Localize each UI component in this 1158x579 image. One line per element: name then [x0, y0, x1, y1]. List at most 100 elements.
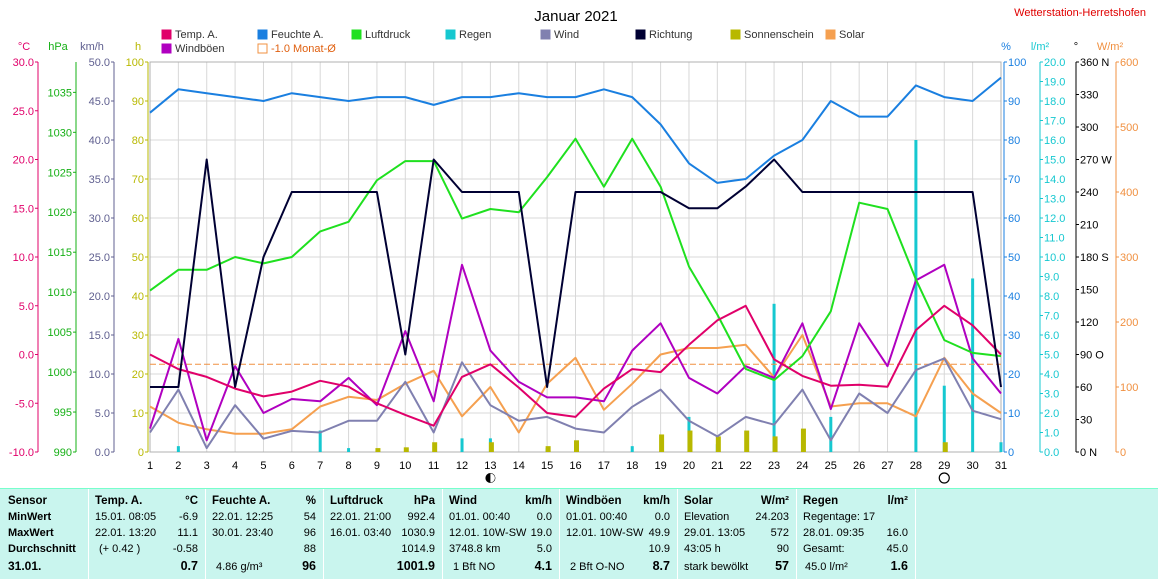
rain-month: 45.0 l/m²: [805, 561, 848, 573]
pressure-tick-label-4: 1015: [48, 247, 72, 259]
rain-bar-29: [942, 385, 946, 452]
temp-tick-label-6: 0.0: [19, 350, 34, 362]
x-tick-label-12: 12: [456, 460, 468, 472]
legend-swatch-0: [161, 29, 172, 40]
sunshine-bar-20: [687, 430, 693, 452]
pressure-avg: 1014.9: [401, 543, 435, 555]
rain-bar-31: [999, 442, 1003, 452]
rain-bar-2: [176, 446, 180, 452]
x-tick-label-7: 7: [317, 460, 323, 472]
x-tick-label-25: 25: [825, 460, 837, 472]
rain-tick-label-10: 10.0: [1044, 252, 1065, 264]
wind-unit: km/h: [525, 495, 552, 507]
x-tick-label-10: 10: [399, 460, 411, 472]
wind-tick-label-6: 20.0: [89, 291, 110, 303]
rain-bar-12: [460, 438, 464, 452]
x-tick-label-4: 4: [232, 460, 238, 472]
temp-max-time: 22.01. 13:20: [95, 527, 157, 539]
wind-tick-label-4: 30.0: [89, 213, 110, 225]
gust-min: 0.0: [654, 511, 670, 523]
x-tick-label-26: 26: [853, 460, 865, 472]
humidity-tick-label-8: 20: [1008, 369, 1020, 381]
legend-swatch-5: [635, 29, 646, 40]
rain-tick-label-12: 8.0: [1044, 291, 1059, 303]
wind-tick-label-8: 10.0: [89, 369, 110, 381]
rain-tick-label-20: 0.0: [1044, 447, 1059, 459]
sun-tick-label-3: 70: [132, 174, 144, 186]
solar-tick-label-2: 400: [1120, 187, 1138, 199]
x-tick-label-20: 20: [683, 460, 695, 472]
weather-chart: Wetterstation-Herretshofen Januar 2021 T…: [8, 7, 1146, 484]
humidity-current: 96: [302, 559, 316, 573]
sunshine-bar-10: [403, 447, 409, 452]
gust-avg: 10.9: [648, 543, 670, 555]
wind-max-time: 12.01. 10W-SW: [449, 527, 527, 539]
legend-swatch-7: [825, 29, 836, 40]
rain-tick-label-11: 9.0: [1044, 272, 1059, 284]
legend-label-2: Luftdruck: [365, 29, 411, 41]
legend-swatch-8: [161, 43, 172, 54]
rain-unit: l/m²: [887, 495, 908, 507]
pressure-tick-label-1: 1030: [48, 127, 72, 139]
sun-tick-label-0: 100: [126, 57, 144, 69]
temp-tick-label-2: 20.0: [13, 155, 34, 167]
x-tick-label-31: 31: [995, 460, 1007, 472]
wind-current: 4.1: [534, 559, 552, 573]
direction-tick-label-10: 60: [1080, 382, 1092, 394]
direction-tick-label-0: 360 N: [1080, 57, 1109, 69]
direction-tick-label-6: 180 S: [1080, 252, 1109, 264]
temp-min: -6.9: [179, 511, 198, 523]
x-tick-label-23: 23: [768, 460, 780, 472]
x-tick-label-18: 18: [626, 460, 638, 472]
summary-footer: Sensor MinWert MaxWert Durchschnitt 31.0…: [0, 488, 1158, 579]
x-tick-label-17: 17: [598, 460, 610, 472]
series-lines: [149, 76, 1002, 450]
rain-bar-8: [347, 448, 351, 452]
solar-sky: stark bewölkt: [684, 561, 749, 573]
gust-min-time: 01.01. 00:40: [566, 511, 628, 523]
rain-max-time: 28.01. 09:35: [803, 527, 865, 539]
humidity-tick-label-4: 60: [1008, 213, 1020, 225]
wind-bft: 1 Bft NO: [453, 561, 496, 573]
series-line-feuchte-a-: [149, 76, 1002, 184]
wind-tick-label-9: 5.0: [95, 408, 110, 420]
x-tick-label-6: 6: [289, 460, 295, 472]
pressure-tick-label-0: 1035: [48, 87, 72, 99]
rain-tick-label-5: 15.0: [1044, 155, 1065, 167]
rain-tick-label-15: 5.0: [1044, 350, 1059, 362]
pressure-tick-label-5: 1010: [48, 287, 72, 299]
solar-elev: 24.203: [755, 511, 789, 523]
temp-min-time: 15.01. 08:05: [95, 511, 157, 523]
legend-label-3: Regen: [459, 29, 491, 41]
series-line-windb-en: [149, 263, 1002, 442]
rain-tick-label-14: 6.0: [1044, 330, 1059, 342]
x-tick-label-13: 13: [484, 460, 496, 472]
x-tick-label-28: 28: [910, 460, 922, 472]
humidity-tick-label-3: 70: [1008, 174, 1020, 186]
legend-label-8: Windböen: [175, 43, 225, 55]
temp-tick-label-5: 5.0: [19, 301, 34, 313]
wind-distance: 3748.8 km: [449, 543, 501, 555]
x-tick-label-9: 9: [374, 460, 380, 472]
humidity-tick-label-7: 30: [1008, 330, 1020, 342]
legend-swatch-1: [257, 29, 268, 40]
rain-bar-25: [829, 416, 833, 452]
gust-column: Windböen km/h 01.01. 00:40 0.0 12.01. 10…: [560, 489, 676, 579]
pressure-unit: hPa: [413, 495, 435, 507]
pressure-column: Luftdruck hPa 22.01. 21:00 992.4 16.01. …: [324, 489, 441, 579]
sun-tick-label-6: 40: [132, 291, 144, 303]
rain-tick-label-17: 3.0: [1044, 389, 1059, 401]
station-name: Wetterstation-Herretshofen: [1014, 7, 1146, 19]
humidity-tick-label-10: 0: [1008, 447, 1014, 459]
sun-tick-label-2: 80: [132, 135, 144, 147]
rain-tick-label-7: 13.0: [1044, 194, 1065, 206]
temp-column: Temp. A. °C 15.01. 08:05 -6.9 22.01. 13:…: [89, 489, 204, 579]
rain-tick-label-3: 17.0: [1044, 116, 1065, 128]
humidity-head: Feuchte A.: [212, 495, 271, 507]
series-line-solar: [149, 334, 1002, 435]
temp-current: 0.7: [180, 559, 198, 573]
direction-tick-label-1: 330: [1080, 90, 1098, 102]
x-tick-label-30: 30: [967, 460, 979, 472]
pressure-tick-label-7: 1000: [48, 367, 72, 379]
sunshine-bar-29: [942, 442, 948, 452]
